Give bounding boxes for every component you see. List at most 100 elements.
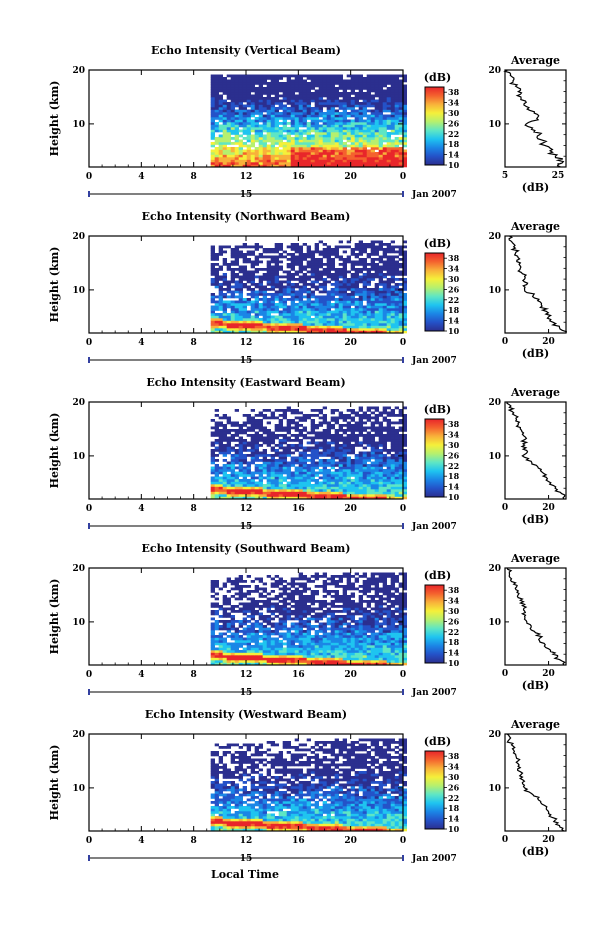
heatmap-cell xyxy=(334,416,339,420)
heatmap-cell xyxy=(330,162,335,165)
heatmap-cell xyxy=(338,129,343,133)
heatmap-cell xyxy=(278,139,283,143)
heatmap-cell xyxy=(218,416,223,420)
heatmap-cell xyxy=(254,162,259,165)
heatmap-cell xyxy=(286,308,291,311)
heatmap-cell xyxy=(338,134,343,138)
colorbar-tick-label: 10 xyxy=(448,326,460,336)
heatmap-cell xyxy=(394,260,399,264)
heatmap-cell xyxy=(338,305,343,309)
heatmap-cell xyxy=(270,449,275,452)
heatmap-cell xyxy=(226,74,231,78)
heatmap-cell xyxy=(306,122,311,125)
heatmap-cell xyxy=(246,486,251,490)
heatmap-cell xyxy=(286,429,291,432)
heatmap-cell xyxy=(242,325,247,329)
heatmap-cell xyxy=(350,330,355,334)
heatmap-cell xyxy=(338,82,343,85)
heatmap-cell xyxy=(330,451,335,455)
heatmap-cell xyxy=(366,295,371,299)
heatmap-cell xyxy=(210,137,215,140)
heatmap-cell xyxy=(394,89,399,93)
heatmap-cell xyxy=(358,268,363,271)
heatmap-cell xyxy=(238,320,243,324)
heatmap-cell xyxy=(398,84,403,88)
heatmap-cell xyxy=(350,303,355,306)
heatmap-cell xyxy=(250,456,255,460)
heatmap-cell xyxy=(370,318,375,321)
heatmap-cell xyxy=(226,325,231,329)
heatmap-cell xyxy=(302,122,307,125)
heatmap-cell xyxy=(258,77,263,80)
heatmap-cell xyxy=(326,260,331,264)
heatmap-cell xyxy=(246,84,251,88)
heatmap-cell xyxy=(326,491,331,495)
heatmap-cell xyxy=(402,288,407,291)
heatmap-cell xyxy=(310,484,315,487)
heatmap-cell xyxy=(254,92,259,95)
heatmap-cell xyxy=(302,82,307,85)
heatmap-cell xyxy=(266,278,271,281)
heatmap-cell xyxy=(274,97,279,100)
heatmap-cell xyxy=(394,157,399,160)
heatmap-cell xyxy=(310,489,315,492)
heatmap-cell xyxy=(310,310,315,314)
heatmap-cell xyxy=(226,285,231,289)
heatmap-cell xyxy=(354,491,359,495)
heatmap-cell xyxy=(370,149,375,153)
heatmap-cell xyxy=(378,265,383,269)
heatmap-cell xyxy=(386,278,391,281)
heatmap-cell xyxy=(250,421,255,425)
heatmap-cell xyxy=(362,421,367,425)
heatmap-cell xyxy=(218,325,223,329)
heatmap-cell xyxy=(290,486,295,490)
heatmap-cell xyxy=(278,295,283,299)
heatmap-cell xyxy=(394,263,399,266)
heatmap-cell xyxy=(254,97,259,100)
heatmap-cell xyxy=(282,446,287,450)
heatmap-cell xyxy=(290,94,295,98)
heatmap-cell xyxy=(254,77,259,80)
heatmap-cell xyxy=(334,154,339,158)
heatmap-cell xyxy=(318,129,323,133)
heatmap-cell xyxy=(354,285,359,289)
heatmap-cell xyxy=(362,491,367,495)
heatmap-cell xyxy=(286,476,291,480)
heatmap-cell xyxy=(262,489,267,492)
heatmap-cell xyxy=(350,451,355,455)
heatmap-cell xyxy=(286,149,291,153)
heatmap-cell xyxy=(222,439,227,442)
heatmap-cell xyxy=(234,494,239,497)
heatmap-cell xyxy=(226,441,231,445)
heatmap-cell xyxy=(390,489,395,492)
heatmap-cell xyxy=(358,142,363,145)
heatmap-cell xyxy=(270,114,275,118)
heatmap-cell xyxy=(306,431,311,435)
heatmap-cell xyxy=(370,82,375,85)
heatmap-cell xyxy=(326,119,331,123)
heatmap-cell xyxy=(354,84,359,88)
heatmap-cell xyxy=(254,137,259,140)
heatmap-cell xyxy=(310,454,315,457)
heatmap-cell xyxy=(278,134,283,138)
heatmap-cell xyxy=(262,325,267,329)
heatmap-cell xyxy=(294,328,299,331)
heatmap-cell xyxy=(242,243,247,246)
heatmap-cell xyxy=(226,305,231,309)
heatmap-cell xyxy=(290,491,295,495)
heatmap-cell xyxy=(362,134,367,138)
heatmap-cell xyxy=(266,82,271,85)
heatmap-cell xyxy=(342,127,347,130)
heatmap-cell xyxy=(250,481,255,485)
heatmap-cell xyxy=(254,496,259,500)
heatmap-cell xyxy=(398,147,403,150)
heatmap-cell xyxy=(306,109,311,113)
heatmap-cell xyxy=(366,459,371,462)
heatmap-cell xyxy=(238,481,243,485)
heatmap-cell xyxy=(226,117,231,120)
heatmap-cell xyxy=(262,426,267,430)
heatmap-cell xyxy=(398,154,403,158)
heatmap-cell xyxy=(358,92,363,95)
heatmap-cell xyxy=(226,134,231,138)
heatmap-cell xyxy=(274,657,279,661)
